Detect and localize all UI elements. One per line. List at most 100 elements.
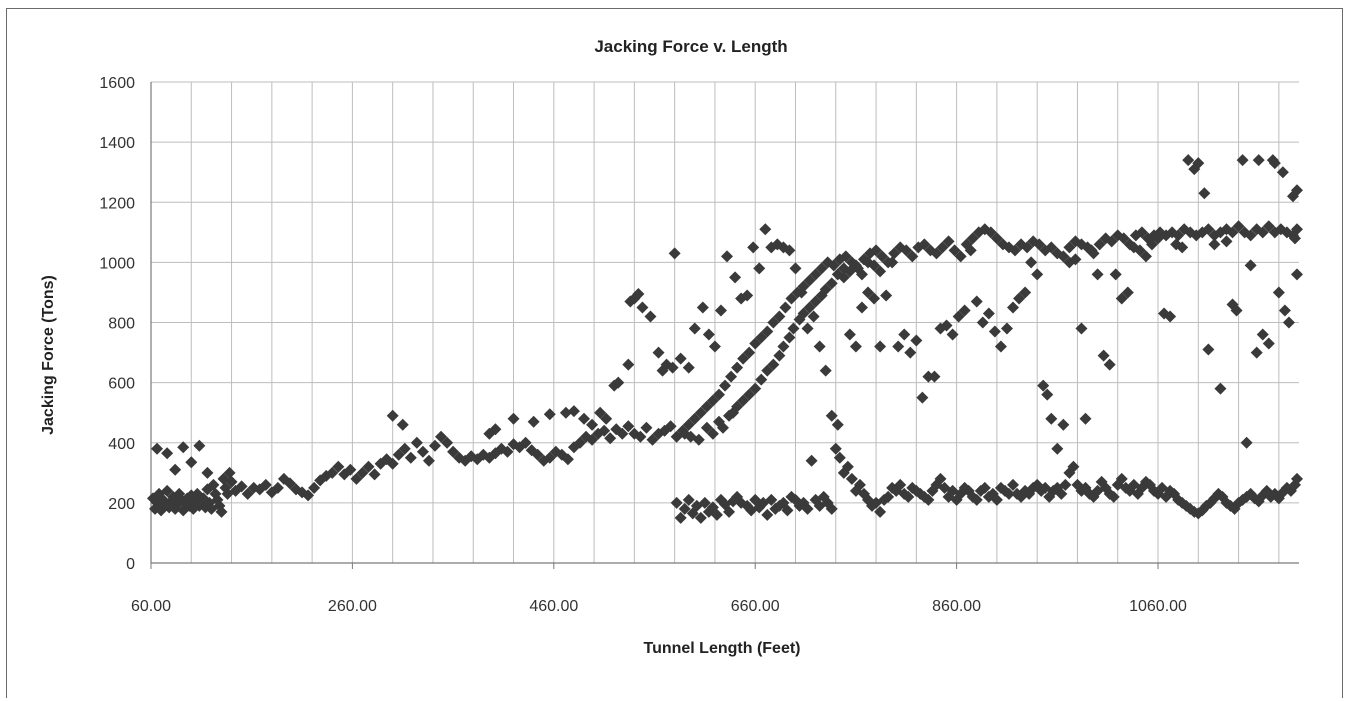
data-point [1055,487,1068,500]
data-point [759,223,772,236]
data-point [308,481,321,494]
data-point [416,445,429,458]
data-point [622,420,635,433]
data-point [1093,238,1106,251]
data-point [410,436,423,449]
data-point [797,307,810,320]
data-point [916,391,929,404]
data-point [868,292,881,305]
data-point [1059,478,1072,491]
data-point [1045,241,1058,254]
data-point [646,433,659,446]
data-point [201,466,214,479]
data-point [803,301,816,314]
data-point [928,370,941,383]
data-point [1133,244,1146,257]
data-point [994,340,1007,353]
y-tick-label: 600 [108,376,135,393]
data-point [441,436,454,449]
data-point [1033,238,1046,251]
data-point [501,445,514,458]
data-point [1139,250,1152,263]
data-point [898,328,911,341]
data-point [825,277,838,290]
data-point [942,235,955,248]
data-point [1192,157,1205,170]
data-point [692,433,705,446]
data-point [1176,241,1189,254]
data-point [543,451,556,464]
data-point [1172,229,1185,242]
data-point [1250,346,1263,359]
data-point [841,460,854,473]
data-point [952,310,965,323]
data-point [970,493,983,506]
chart-frame: 0 200 400 600 800 1000 1200 1400 1600 60.00 260.00… [6,8,1343,698]
data-point [1272,286,1285,299]
data-point [888,247,901,260]
data-point [1182,154,1195,167]
data-point [1252,154,1265,167]
data-point [253,483,266,496]
data-point [1075,322,1088,335]
data-point [404,451,417,464]
data-point [785,292,798,305]
data-point [1117,232,1130,245]
data-point [664,420,677,433]
data-point [1103,358,1116,371]
data-point [368,468,381,481]
data-point [1152,232,1165,245]
data-point [674,352,687,365]
data-point [982,307,995,320]
data-point [1007,301,1020,314]
data-point [918,238,931,251]
data-point [894,478,907,491]
data-point [1031,268,1044,281]
data-point [882,490,895,503]
data-point [1025,256,1038,269]
data-point [1067,460,1080,473]
data-point [1013,292,1026,305]
data-point [809,295,822,308]
data-point [688,322,701,335]
data-point [543,408,556,421]
data-point [1097,349,1110,362]
data-point [1057,418,1070,431]
data-point [1226,226,1239,239]
data-point [1230,304,1243,317]
data-point [682,418,695,431]
data-point [1290,472,1303,485]
data-point [787,322,800,335]
data-point [1198,187,1211,200]
data-point [749,382,762,395]
data-point [1256,328,1269,341]
data-point [578,412,591,425]
data-point [700,400,713,413]
data-point [1002,487,1015,500]
data-point [698,496,711,509]
data-point [598,424,611,437]
data-point [747,241,760,254]
data-point [640,421,653,434]
data-point [813,340,826,353]
data-point [731,400,744,413]
x-tick-label: 460.00 [529,598,578,615]
data-point [604,432,617,445]
data-point [622,358,635,371]
data-point [1278,304,1291,317]
data-point [849,259,862,272]
data-point [892,340,905,353]
data-point [870,244,883,257]
data-point [741,289,754,302]
data-point [719,379,731,392]
data-point [1037,379,1050,392]
data-point [904,346,917,359]
data-point [682,361,695,374]
data-point [843,265,856,278]
data-point [1041,388,1054,401]
data-point [531,448,544,461]
axes: 0 200 400 600 800 1000 1200 1400 1600 60.00 260.00… [99,75,1299,615]
data-point [1262,220,1275,233]
data-point [1145,238,1158,251]
data-point [161,484,174,497]
